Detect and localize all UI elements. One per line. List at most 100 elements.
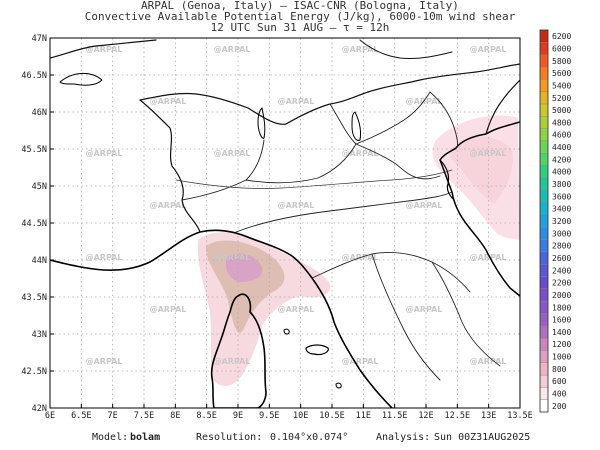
colorbar-label: 2000 <box>552 291 571 300</box>
colorbar-swatch <box>539 128 549 142</box>
colorbar-label: 2400 <box>552 266 571 275</box>
arpal-watermark: @ARPAL <box>214 253 251 262</box>
resolution-value: 0.104°x0.074° <box>270 432 349 443</box>
cape-map: @ARPAL @ARPAL @ARPAL @ARPAL @ARPAL @ARPAL @ARP… <box>21 29 571 421</box>
arpal-watermark: @ARPAL <box>214 357 251 366</box>
colorbar-label: 5800 <box>552 57 571 66</box>
model-value: bolam <box>130 432 161 443</box>
colorbar-swatch <box>539 350 549 363</box>
lon-tick-label: 7E <box>108 411 118 421</box>
colorbar-frame <box>539 29 549 413</box>
region-border-trentino <box>329 91 431 145</box>
arpal-watermark: @ARPAL <box>150 305 187 314</box>
analysis-value: Sun 00Z31AUG2025 <box>434 432 531 443</box>
colorbar-swatch <box>539 189 549 203</box>
colorbar-label: 4200 <box>552 155 571 164</box>
colorbar-label: 4600 <box>552 131 571 140</box>
header-line-1: ARPAL (Genoa, Italy) — ISAC-CNR (Bologna… <box>141 0 459 12</box>
lon-tick-label: 13E <box>481 411 496 421</box>
axis-ticks: 6E 6.5E 7E 7.5E 8E 8.5E 9E 9.5E 10E 10.5E 11E 11.5E… <box>21 34 532 421</box>
arpal-watermark: @ARPAL <box>342 45 379 54</box>
colorbar-swatch <box>539 42 549 55</box>
arpal-watermark: @ARPAL <box>86 253 123 262</box>
colorbar: 200 400 600 800 1000 1200 1400 1600 1800 2000 2200… <box>539 29 571 413</box>
region-border-marche <box>431 261 501 367</box>
colorbar-swatch <box>539 177 549 191</box>
italy-coastline <box>50 229 393 408</box>
colorbar-label: 400 <box>552 390 567 399</box>
colorbar-label: 5000 <box>552 106 571 115</box>
colorbar-swatch <box>539 29 549 43</box>
river-po <box>175 169 453 189</box>
lagoon-coast <box>439 159 455 201</box>
colorbar-swatch <box>539 300 549 314</box>
colorbar-label: 5400 <box>552 81 571 90</box>
lon-tick-label: 12.5E <box>445 411 471 421</box>
arpal-watermark: @ARPAL <box>406 305 443 314</box>
region-border-emilia <box>235 191 453 233</box>
arpal-watermark: @ARPAL <box>86 357 123 366</box>
colorbar-swatch <box>539 288 549 302</box>
colorbar-label: 600 <box>552 377 567 386</box>
lon-tick-label: 11.5E <box>382 411 408 421</box>
arpal-watermark: @ARPAL <box>86 149 123 158</box>
cape-shading <box>197 115 520 386</box>
lat-tick-label: 46N <box>32 108 47 118</box>
lon-tick-label: 8.5E <box>196 411 216 421</box>
arpal-watermark: @ARPAL <box>278 305 315 314</box>
colorbar-swatch <box>539 165 549 179</box>
colorbar-label: 1600 <box>552 316 571 325</box>
lat-lon-grid <box>50 38 520 408</box>
arpal-watermark: @ARPAL <box>406 201 443 210</box>
colorbar-swatch <box>539 153 549 166</box>
lat-tick-label: 42.5N <box>21 367 47 377</box>
lon-tick-label: 10E <box>293 411 308 421</box>
colorbar-label: 3600 <box>552 192 571 201</box>
cape-field-ligurian-core <box>225 253 263 282</box>
colorbar-label: 2600 <box>552 254 571 263</box>
lon-tick-label: 6E <box>45 411 55 421</box>
analysis-label: Analysis: <box>376 432 431 443</box>
footer: Model: bolam Resolution: 0.104°x0.074° A… <box>0 430 600 448</box>
lat-tick-label: 43.5N <box>21 293 47 303</box>
lon-tick-label: 13.5E <box>507 411 533 421</box>
lon-tick-label: 6.5E <box>71 411 91 421</box>
colorbar-swatch <box>539 276 549 289</box>
colorbar-swatch <box>539 251 549 265</box>
arpal-watermark: @ARPAL <box>278 97 315 106</box>
colorbar-swatch <box>539 66 549 80</box>
elba-island <box>305 344 329 356</box>
resolution-label: Resolution: <box>196 432 263 443</box>
colorbar-label: 3200 <box>552 217 571 226</box>
lon-tick-label: 9E <box>233 411 243 421</box>
arpal-watermark: @ARPAL <box>470 357 507 366</box>
lat-tick-label: 44N <box>32 256 47 266</box>
capraia-island <box>283 328 290 335</box>
model-label: Model: <box>92 432 129 443</box>
chart-title: Convective Available Potential Energy (J… <box>84 10 516 23</box>
arpal-watermark: @ARPAL <box>342 357 379 366</box>
colorbar-swatch <box>539 116 549 129</box>
cape-field-adriatic-inner <box>449 136 513 204</box>
colorbar-swatch <box>539 140 549 154</box>
chart-header: ARPAL (Genoa, Italy) — ISAC-CNR (Bologna… <box>0 0 600 33</box>
lat-tick-label: 45N <box>32 182 47 192</box>
region-border-umbria <box>371 253 441 381</box>
lat-tick-label: 43N <box>32 330 47 340</box>
colorbar-swatch <box>539 54 549 68</box>
colorbar-label: 5200 <box>552 94 571 103</box>
germany-austria-border <box>359 39 453 59</box>
arpal-watermark: @ARPAL <box>470 45 507 54</box>
arpal-watermark: @ARPAL <box>150 201 187 210</box>
lon-tick-label: 12E <box>418 411 433 421</box>
colorbar-label: 4400 <box>552 143 571 152</box>
arpal-watermark: @ARPAL <box>342 149 379 158</box>
colorbar-label: 1400 <box>552 328 571 337</box>
cape-field-ligurian-inner <box>206 240 285 333</box>
austria-border <box>367 63 520 93</box>
colorbar-swatch <box>539 263 549 277</box>
colorbar-label: 800 <box>552 365 567 374</box>
arpal-watermark: @ARPAL <box>214 45 251 54</box>
giglio-island <box>335 382 342 389</box>
colorbar-label: 3400 <box>552 205 571 214</box>
